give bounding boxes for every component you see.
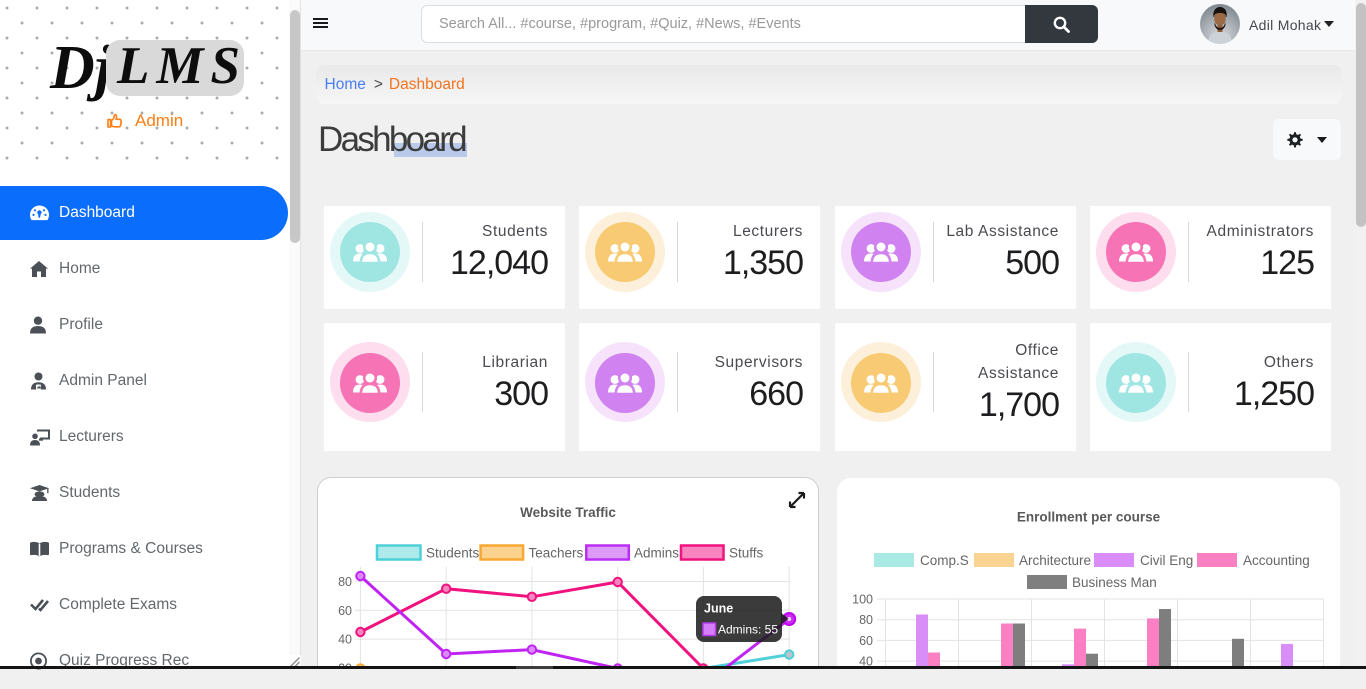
- svg-text:80: 80: [338, 575, 352, 589]
- svg-text:Civil Eng: Civil Eng: [1140, 553, 1193, 568]
- svg-text:80: 80: [859, 613, 873, 627]
- svg-text:Stuffs: Stuffs: [729, 546, 764, 561]
- svg-text:Admins: Admins: [634, 546, 679, 561]
- svg-text:40: 40: [859, 655, 873, 669]
- svg-text:Teachers: Teachers: [529, 546, 584, 561]
- svg-text:Business Man: Business Man: [1072, 575, 1157, 590]
- svg-text:40: 40: [338, 633, 352, 647]
- svg-text:20: 20: [338, 661, 352, 668]
- svg-text:60: 60: [859, 634, 873, 648]
- svg-text:Students: Students: [426, 546, 480, 561]
- svg-text:June: June: [704, 602, 733, 616]
- svg-text:Comp.S: Comp.S: [920, 553, 969, 568]
- svg-text:Enrollment per course: Enrollment per course: [1017, 510, 1161, 525]
- svg-text:60: 60: [338, 604, 352, 618]
- svg-text:Admins: 55: Admins: 55: [718, 623, 778, 637]
- svg-text:Architecture: Architecture: [1019, 553, 1091, 568]
- svg-text:Website Traffic: Website Traffic: [520, 505, 616, 520]
- svg-text:Accounting: Accounting: [1243, 553, 1310, 568]
- svg-text:100: 100: [852, 593, 873, 607]
